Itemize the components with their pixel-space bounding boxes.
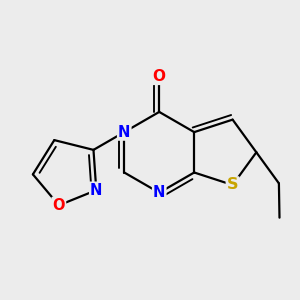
Text: O: O — [52, 198, 65, 213]
Text: O: O — [153, 69, 166, 84]
Text: N: N — [153, 185, 165, 200]
Text: N: N — [118, 124, 130, 140]
Text: N: N — [90, 183, 103, 198]
Text: S: S — [227, 178, 239, 193]
